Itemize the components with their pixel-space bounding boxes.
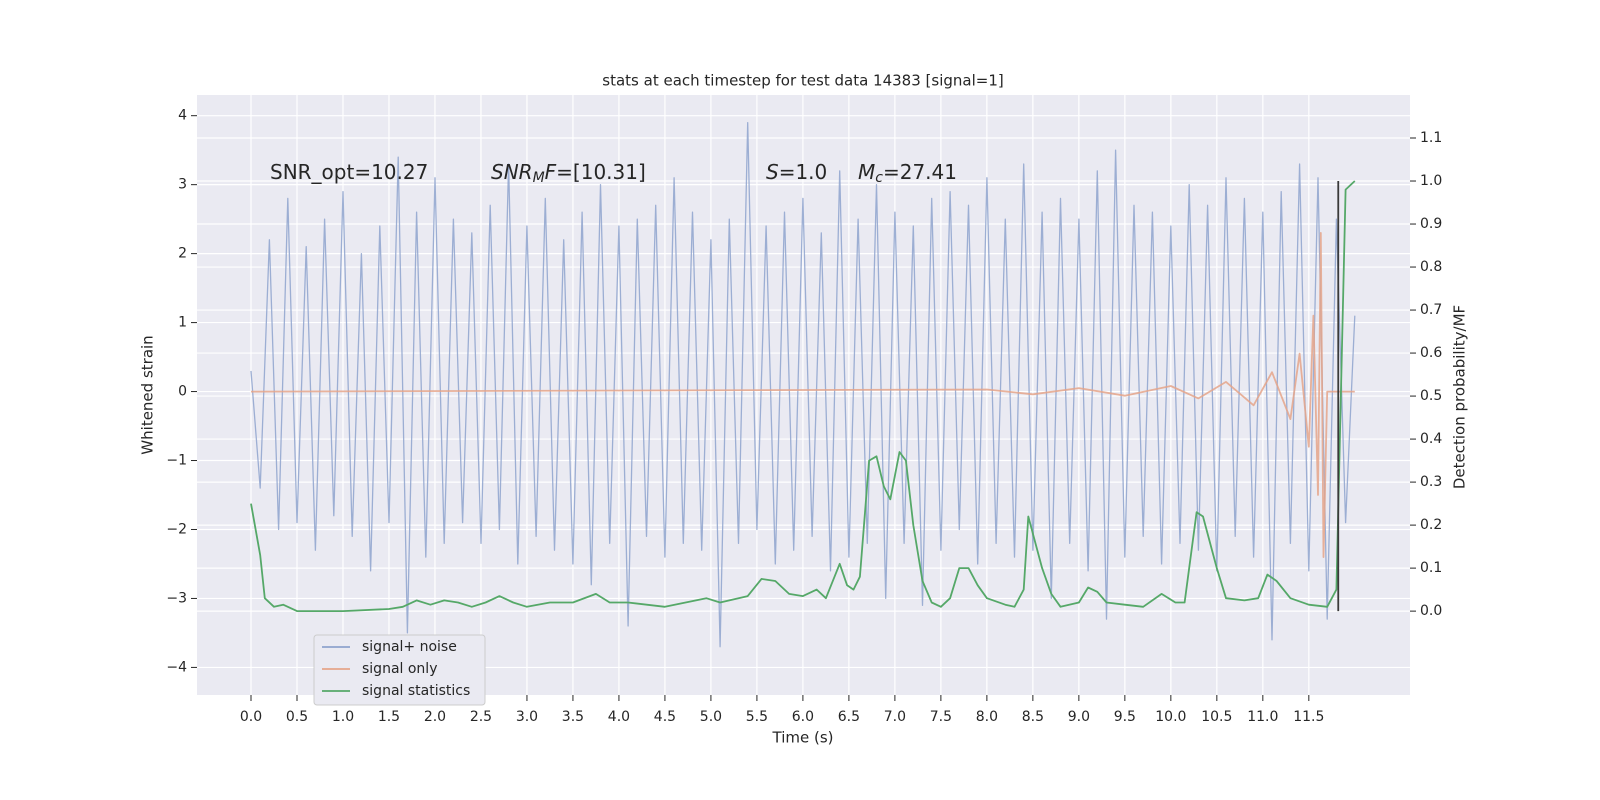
x-tick-label: 9.0 <box>1068 709 1090 725</box>
y2-tick-label: 0.7 <box>1420 302 1442 318</box>
y-tick-label: 1 <box>178 315 187 331</box>
x-tick-label: 11.0 <box>1247 709 1278 725</box>
legend-label: signal statistics <box>362 683 470 699</box>
x-tick-label: 3.0 <box>516 709 538 725</box>
x-tick-label: 5.0 <box>700 709 722 725</box>
x-tick-label: 7.5 <box>930 709 952 725</box>
annotation-part: S <box>766 160 779 184</box>
legend-box <box>313 634 486 706</box>
y2-tick-label: 0.1 <box>1420 560 1442 576</box>
x-tick-label: 4.0 <box>608 709 630 725</box>
x-axis-label: Time (s) <box>772 729 834 747</box>
y-tick-label: −1 <box>166 453 187 469</box>
y2-axis-label: Detection probability/MF <box>1451 305 1469 489</box>
annotation-part: F <box>545 160 557 184</box>
series-line <box>250 121 1356 648</box>
y-tick-label: 2 <box>178 246 187 262</box>
x-tick-label: 1.0 <box>332 709 354 725</box>
x-tick-label: 11.5 <box>1293 709 1324 725</box>
x-tick-label: 5.5 <box>746 709 768 725</box>
x-tick-label: 9.5 <box>1114 709 1136 725</box>
x-tick-label: 4.5 <box>654 709 676 725</box>
y-tick-label: −4 <box>166 659 187 675</box>
x-tick-label: 6.0 <box>792 709 814 725</box>
y-tick-label: 4 <box>178 108 187 124</box>
legend-label: signal only <box>362 661 437 677</box>
annotation-part: c <box>875 170 883 186</box>
x-tick-label: 10.0 <box>1155 709 1186 725</box>
x-tick-label: 7.0 <box>884 709 906 725</box>
y-tick-label: 3 <box>178 177 187 193</box>
chart-title: stats at each timestep for test data 143… <box>602 72 1003 90</box>
x-tick-label: 8.0 <box>976 709 998 725</box>
x-tick-label: 8.5 <box>1022 709 1044 725</box>
annotation: Mc=27.41 <box>858 160 957 187</box>
y2-tick-label: 0.8 <box>1420 259 1442 275</box>
annotation-part: SNR <box>491 160 533 184</box>
y2-tick-label: 0.0 <box>1420 603 1442 619</box>
annotation-part: SNR_opt=10.27 <box>270 160 428 184</box>
y-tick-label: −2 <box>166 521 187 537</box>
annotation-part: M <box>533 170 545 186</box>
y2-tick-label: 0.9 <box>1420 216 1442 232</box>
annotation: SNR_opt=10.27 <box>270 160 428 184</box>
y2-tick-label: 0.4 <box>1420 431 1442 447</box>
x-tick-label: 2.0 <box>424 709 446 725</box>
x-tick-label: 6.5 <box>838 709 860 725</box>
series-line <box>250 232 1355 558</box>
y2-tick-label: 0.2 <box>1420 517 1442 533</box>
legend-label: signal+ noise <box>362 639 457 655</box>
annotation-part: =27.41 <box>883 160 957 184</box>
y2-tick-label: 1.0 <box>1420 173 1442 189</box>
y2-tick-label: 0.3 <box>1420 474 1442 490</box>
y2-tick-label: 1.1 <box>1420 130 1442 146</box>
annotation: S=1.0 <box>766 160 827 184</box>
annotation-part: =[10.31] <box>556 160 646 184</box>
annotation-part: =1.0 <box>779 160 828 184</box>
annotation-part: M <box>858 160 875 184</box>
y-axis-label: Whitened strain <box>139 335 157 454</box>
y-tick-label: −3 <box>166 590 187 606</box>
y2-tick-label: 0.6 <box>1420 345 1442 361</box>
annotation: SNRMF=[10.31] <box>491 160 646 187</box>
x-tick-label: 2.5 <box>470 709 492 725</box>
x-tick-label: 3.5 <box>562 709 584 725</box>
y2-tick-label: 0.5 <box>1420 388 1442 404</box>
series-line <box>250 180 1356 612</box>
x-tick-label: 0.5 <box>286 709 308 725</box>
y-tick-label: 0 <box>178 384 187 400</box>
x-tick-label: 1.5 <box>378 709 400 725</box>
x-tick-label: 10.5 <box>1201 709 1232 725</box>
x-tick-label: 0.0 <box>240 709 262 725</box>
